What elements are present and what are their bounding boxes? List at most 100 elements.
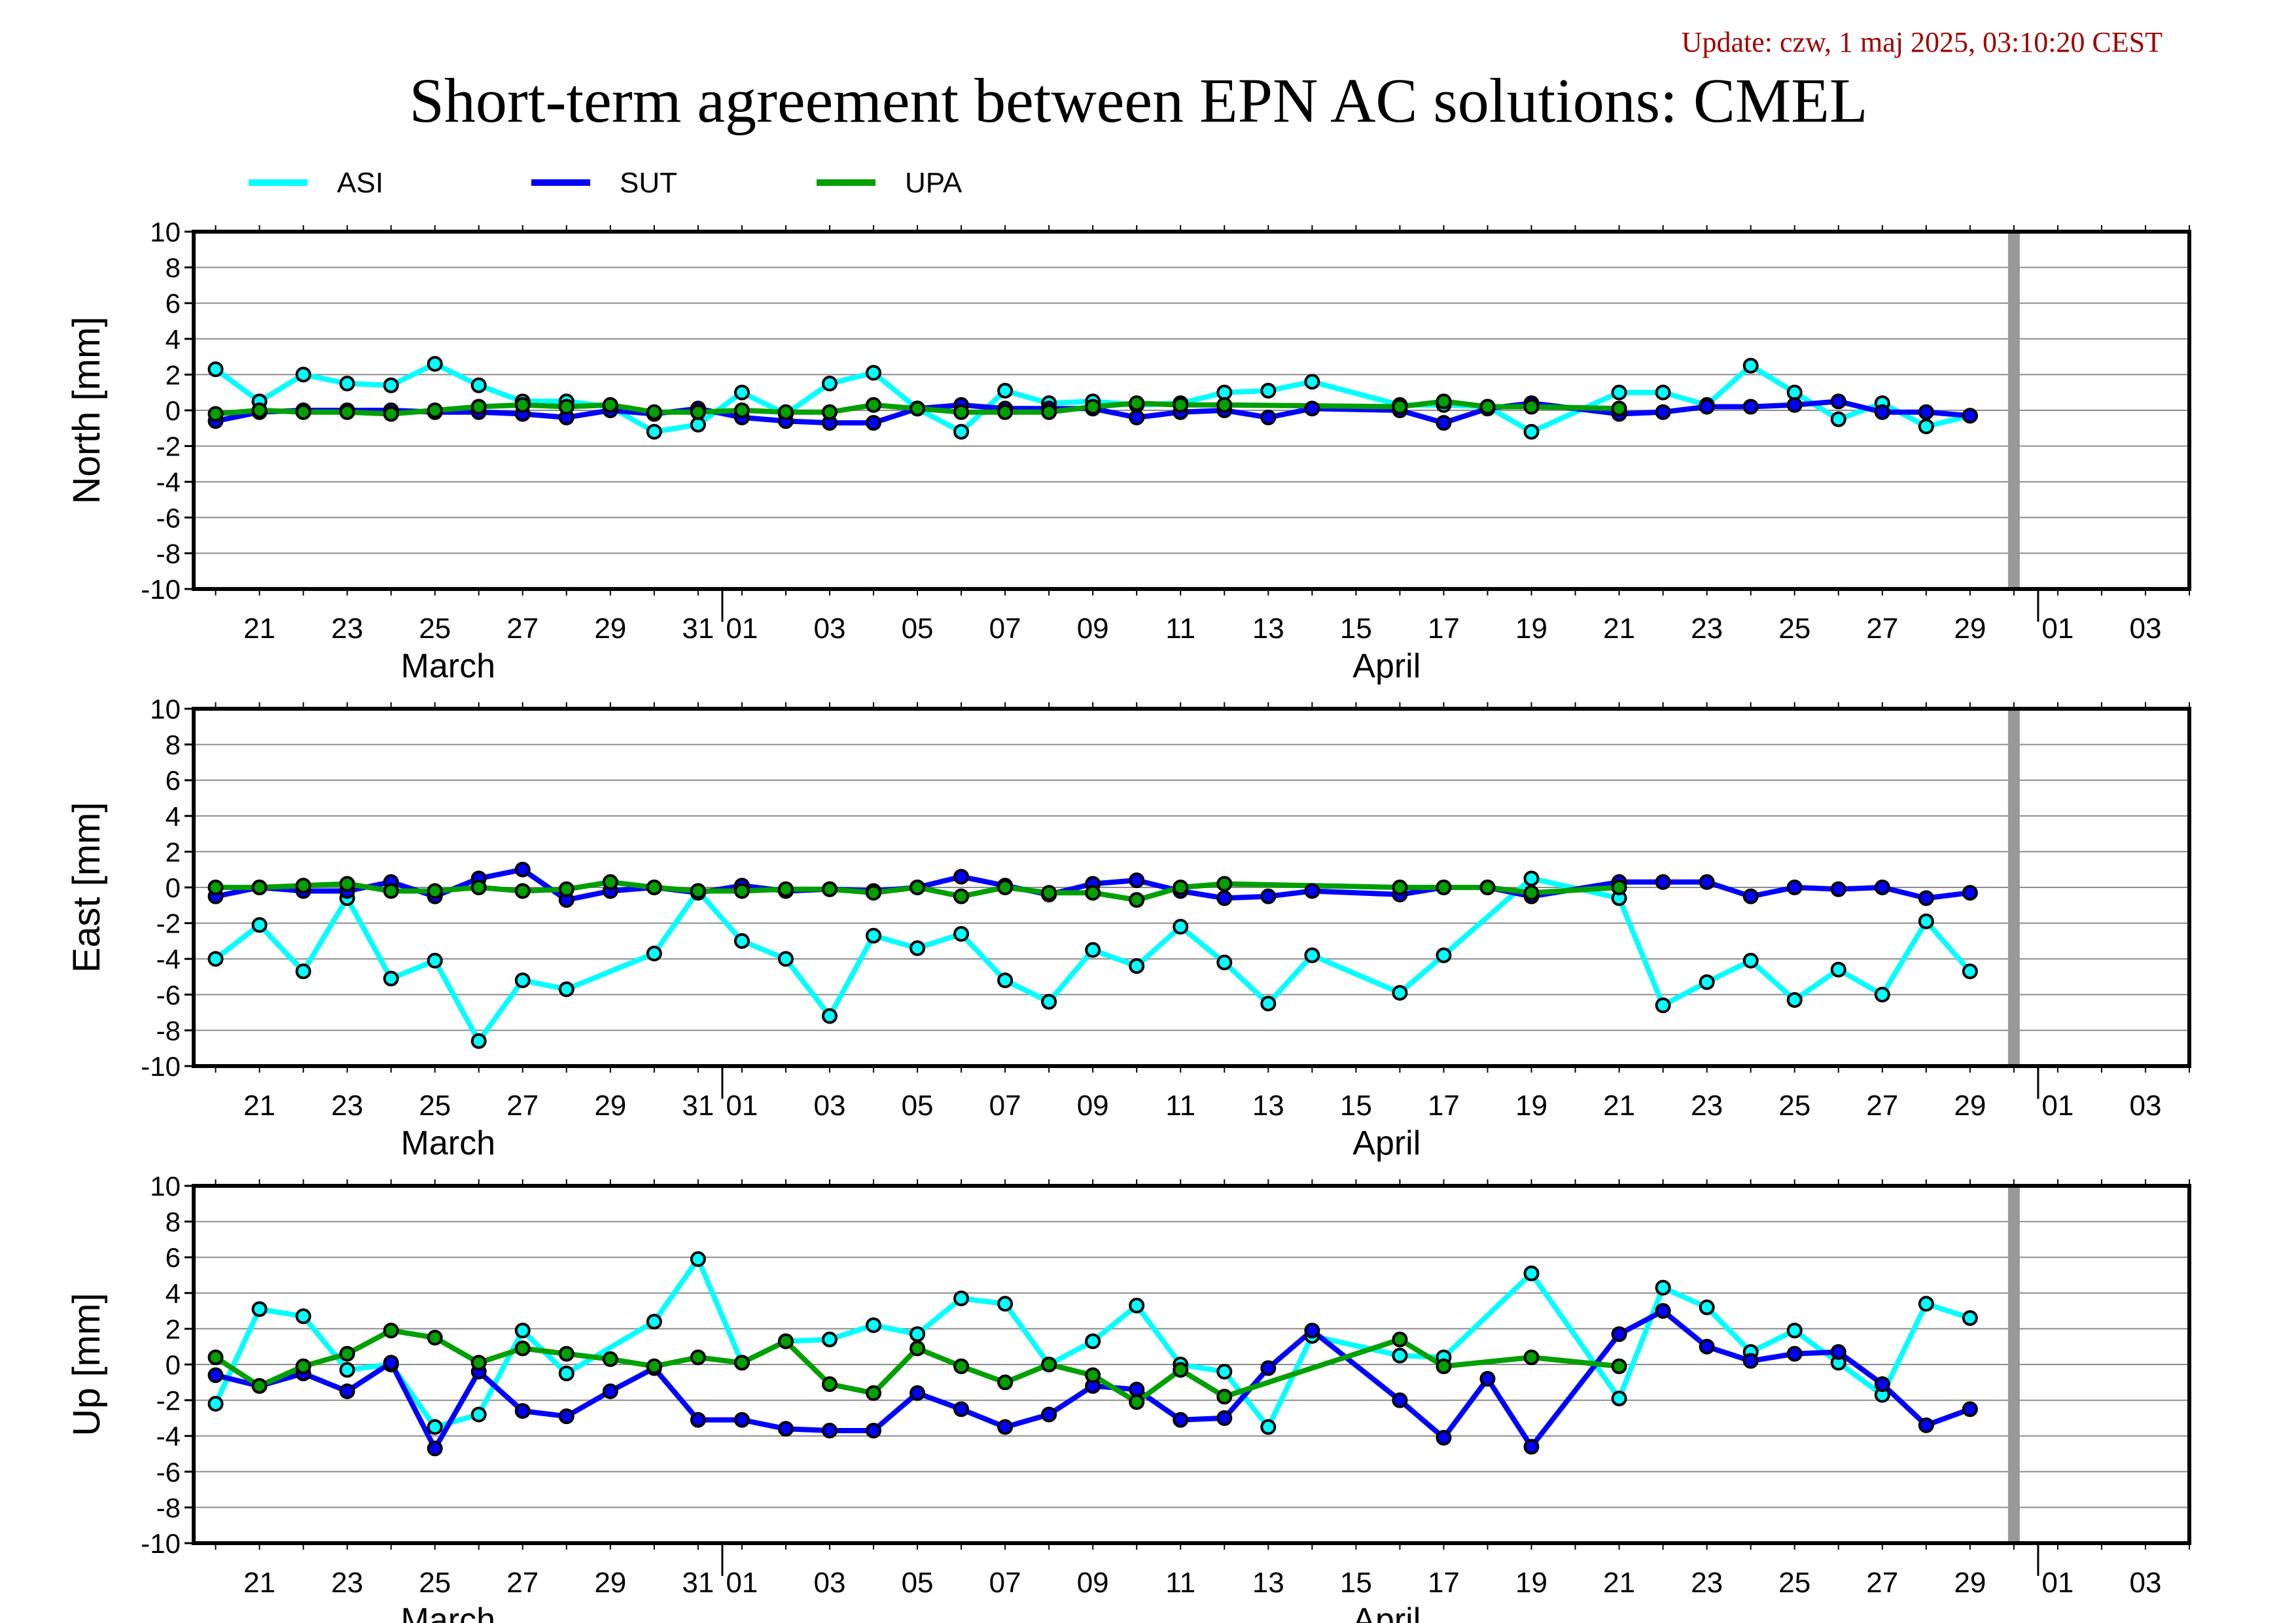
x-tick-label: 21: [243, 1567, 275, 1599]
x-tick-label: 03: [2129, 1090, 2161, 1122]
data-point-asi: [1260, 382, 1277, 399]
data-point-sut: [1874, 880, 1890, 895]
data-point-upa: [602, 397, 618, 413]
y-tick-label: 10: [150, 217, 181, 247]
data-point-sut: [1436, 415, 1452, 431]
data-point-upa: [427, 1330, 443, 1346]
data-point-sut: [1304, 883, 1320, 899]
data-point-asi: [1216, 384, 1233, 401]
data-point-asi: [1962, 963, 1978, 980]
data-point-upa: [295, 1358, 311, 1374]
y-tick-label: 10: [150, 1171, 181, 1202]
data-point-sut: [383, 1355, 399, 1371]
x-tick-label: 31: [682, 613, 714, 645]
data-point-upa: [207, 880, 224, 895]
data-point-upa: [1523, 1349, 1540, 1366]
data-point-asi: [1085, 1333, 1101, 1349]
x-tick-label: 03: [814, 1090, 846, 1122]
y-tick-label: -10: [141, 1051, 181, 1082]
y-tick-label: -2: [156, 431, 181, 462]
current-date-marker: [2007, 1186, 2020, 1543]
data-point-upa: [910, 1340, 926, 1357]
data-point-upa: [1173, 1362, 1189, 1378]
x-tick-label: 01: [2041, 613, 2074, 645]
x-tick-label: 09: [1077, 613, 1109, 645]
panel-up: 10 8 6 4 2 0 -2 -4 -6 -8 -10 Up [mm] 21 23 25 27 29 31 01 0…: [65, 1171, 2191, 1623]
data-point-sut: [821, 1423, 838, 1439]
data-point-sut: [1786, 1346, 1803, 1362]
x-tick-label: 01: [726, 1090, 758, 1122]
x-tick-label: 31: [682, 1567, 714, 1599]
data-point-upa: [1611, 880, 1627, 895]
data-point-asi: [1655, 997, 1671, 1014]
data-point-sut: [1874, 1376, 1890, 1393]
current-date-marker: [2007, 232, 2020, 589]
x-tick-label: 13: [1252, 1090, 1284, 1122]
data-point-sut: [1830, 393, 1846, 410]
data-point-asi: [866, 365, 882, 381]
x-tick-label: 25: [419, 1567, 451, 1599]
y-tick-label: -6: [156, 1457, 181, 1488]
data-point-asi: [207, 951, 224, 967]
data-point-sut: [1699, 1338, 1715, 1355]
data-point-sut: [777, 1421, 794, 1437]
x-tick-label: 25: [419, 613, 451, 645]
data-point-sut: [1655, 1303, 1671, 1319]
data-point-upa: [866, 1385, 882, 1401]
data-point-asi: [295, 963, 311, 980]
data-point-upa: [1392, 399, 1408, 415]
data-point-sut: [1479, 1370, 1496, 1387]
data-point-upa: [1392, 880, 1408, 895]
data-point-asi: [470, 1033, 487, 1049]
data-point-asi: [1129, 958, 1145, 974]
y-tick-label: -2: [156, 908, 181, 939]
data-point-upa: [910, 401, 926, 417]
data-point-upa: [1436, 1358, 1452, 1374]
chart-title: Short-term agreement between EPN AC solu…: [410, 65, 1868, 135]
data-point-sut: [866, 1423, 882, 1439]
x-tick-label: 27: [506, 613, 539, 645]
data-point-asi: [514, 972, 531, 988]
data-point-asi: [1523, 1265, 1540, 1281]
data-point-sut: [953, 1401, 970, 1418]
data-point-asi: [295, 366, 311, 383]
data-point-asi: [1699, 1299, 1715, 1315]
data-point-upa: [251, 880, 268, 895]
data-point-asi: [1304, 947, 1320, 963]
data-point-upa: [251, 1378, 268, 1394]
y-tick-label: 0: [166, 872, 181, 903]
data-point-sut: [1304, 401, 1320, 417]
y-tick-label: 2: [166, 359, 181, 390]
data-point-asi: [470, 1406, 487, 1423]
data-point-asi: [646, 946, 662, 962]
data-point-upa: [1041, 404, 1057, 420]
x-tick-label: 27: [1866, 1567, 1898, 1599]
data-point-sut: [1129, 1382, 1145, 1398]
data-point-sut: [427, 1440, 443, 1457]
data-point-asi: [646, 1313, 662, 1330]
y-tick-label: -4: [156, 1421, 181, 1452]
data-point-asi: [207, 361, 224, 378]
data-point-sut: [558, 1408, 574, 1425]
current-date-marker: [2007, 709, 2020, 1066]
data-point-upa: [1129, 892, 1145, 908]
x-tick-label: 25: [1778, 1090, 1810, 1122]
data-point-asi: [470, 377, 487, 393]
data-point-upa: [558, 399, 574, 415]
y-tick-label: 6: [166, 288, 181, 319]
x-tick-label: 19: [1515, 1567, 1547, 1599]
x-tick-label: 03: [2129, 613, 2161, 645]
data-point-asi: [1962, 1310, 1978, 1327]
data-point-upa: [427, 402, 443, 418]
x-tick-label: 21: [243, 1090, 275, 1122]
data-point-upa: [1085, 1367, 1101, 1383]
x-tick-label: 29: [594, 1567, 626, 1599]
data-point-sut: [1260, 409, 1277, 425]
data-point-upa: [1085, 885, 1101, 901]
data-point-upa: [470, 880, 487, 895]
data-point-upa: [646, 880, 662, 895]
data-point-sut: [1786, 880, 1803, 895]
x-tick-label: 11: [1165, 1090, 1195, 1122]
y-tick-label: 4: [166, 324, 181, 355]
update-timestamp: Update: czw, 1 maj 2025, 03:10:20 CEST: [1682, 26, 2163, 58]
